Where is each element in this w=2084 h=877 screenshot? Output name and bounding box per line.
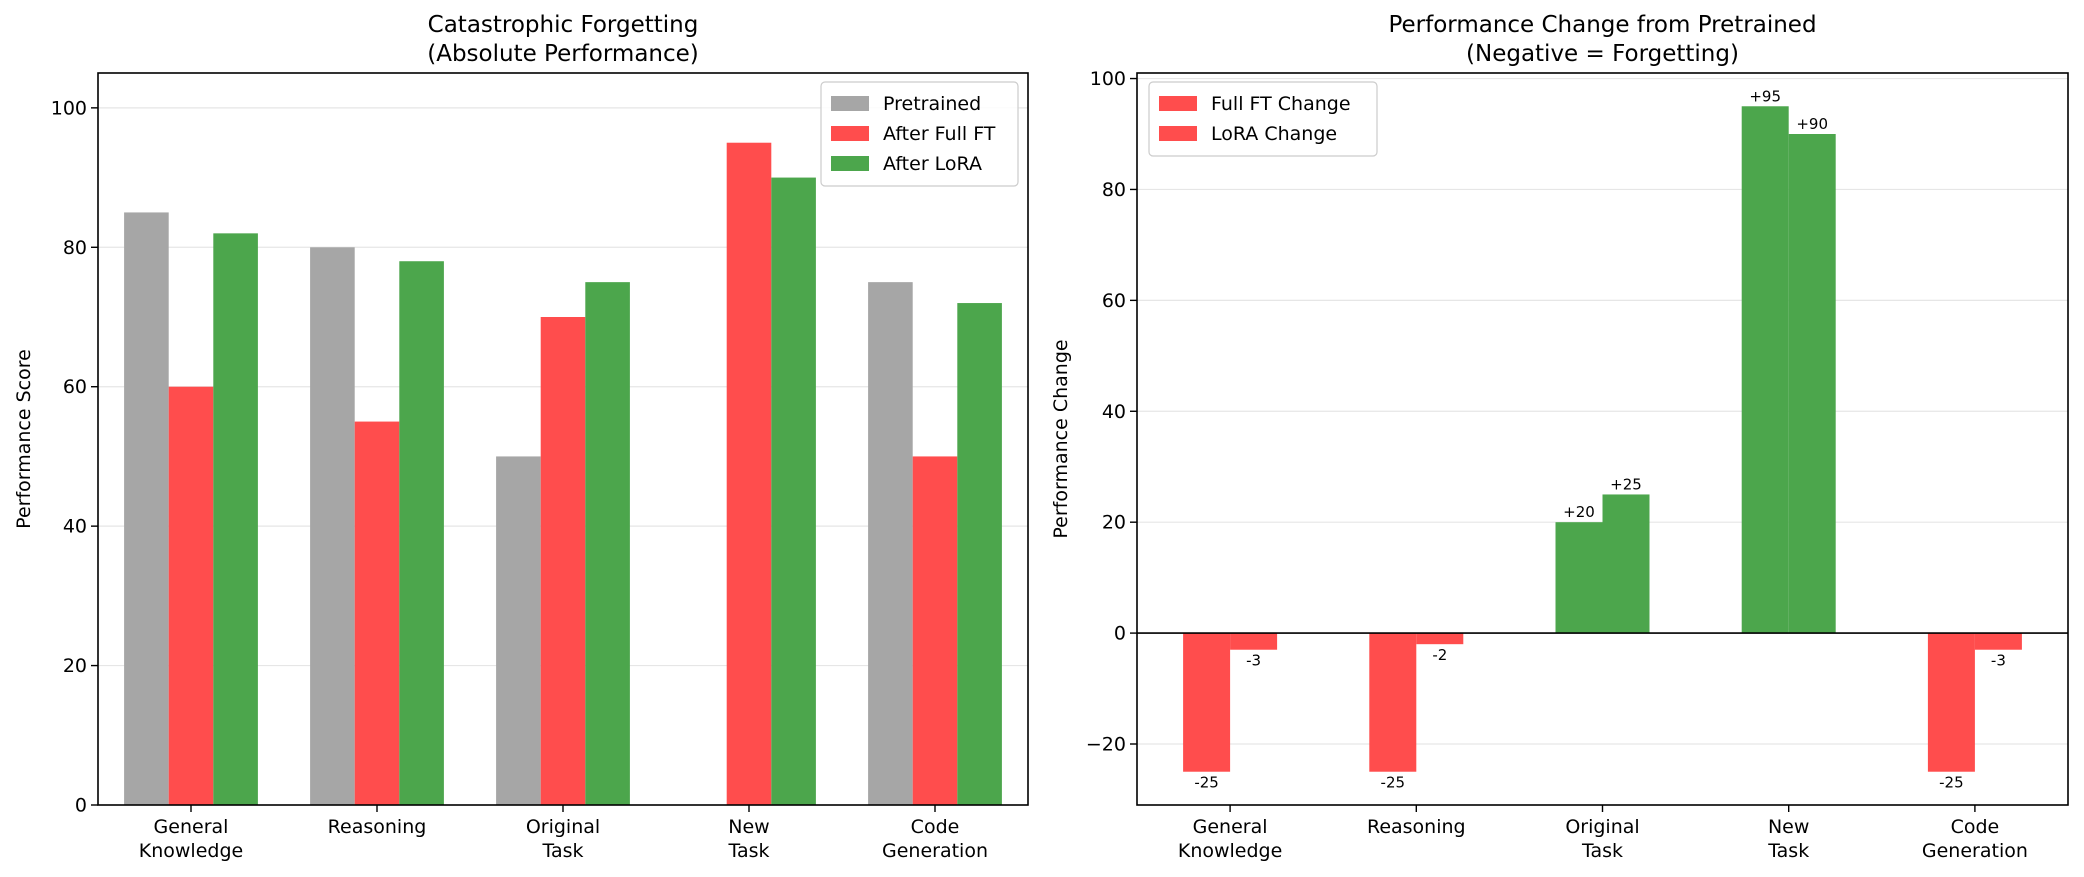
y-tick-label: 0 [75,795,87,817]
bar [1416,633,1464,645]
y-axis-label: Performance Score [13,349,35,529]
legend-label: LoRA Change [1211,123,1337,145]
chart-title: Performance Change from Pretrained (Negat… [1388,12,1816,67]
chart-title: Catastrophic Forgetting (Absolute Perform… [427,12,699,67]
data-label: -3 [1991,652,2006,670]
bar [1369,633,1417,772]
bar [957,303,1002,805]
data-label: -25 [1194,774,1219,792]
y-tick-label: 20 [63,655,87,677]
legend-swatch [1159,96,1197,111]
legend-label: Pretrained [883,93,981,115]
bar [1927,633,1975,772]
legend-label: After Full FT [883,123,996,145]
legend-swatch [1159,126,1197,141]
legend-label: Full FT Change [1211,93,1351,115]
y-tick-label: 60 [63,376,87,398]
bar [310,247,355,806]
data-label: -2 [1432,646,1447,664]
x-tick-label: Original Task [526,816,600,862]
y-tick-label: 0 [1114,623,1126,645]
bar [213,233,258,806]
bar [1230,633,1278,650]
y-tick-label: −20 [1086,734,1126,756]
x-tick-label: Reasoning [328,816,427,838]
data-label: -25 [1939,774,1964,792]
y-tick-label: 40 [63,516,87,538]
bar [1788,134,1836,634]
data-label: -25 [1381,774,1406,792]
data-label: +95 [1749,87,1781,105]
bar [1974,633,2022,650]
x-tick-label: Code Generation [1922,816,2028,862]
bar [868,282,913,806]
x-tick-label: New Task [727,816,769,862]
y-tick-label: 80 [1102,179,1126,201]
legend-label: After LoRA [883,153,982,175]
bar [1602,494,1650,634]
bar [912,456,958,805]
bar [1741,106,1789,634]
legend-swatch [831,96,869,111]
bar [124,212,169,805]
bar [585,282,630,806]
y-tick-label: 40 [1102,401,1126,423]
data-label: -3 [1246,652,1261,670]
bar [496,456,541,805]
y-tick-label: 80 [63,237,87,259]
x-tick-label: New Task [1767,816,1809,862]
x-tick-label: General Knowledge [139,816,243,862]
legend-box [820,81,1019,187]
x-tick-label: Original Task [1565,816,1639,862]
chart-performance-change: -25 -25 +20 +95 -25 -3 -2 +25 +90 -3 −20 0 20 40 60 80 1… [1050,12,2069,862]
y-axis-label: Performance Change [1050,339,1072,538]
bar [540,317,586,805]
y-tick-label: 100 [1090,68,1126,90]
y-tick-label: 60 [1102,290,1126,312]
bar [399,261,444,805]
x-tick-label: General Knowledge [1178,816,1282,862]
y-tick-label: 100 [51,97,87,119]
bar [726,142,772,805]
data-label: +90 [1796,115,1828,133]
legend-swatch [831,156,869,171]
bar [1183,633,1231,772]
bar [771,177,816,806]
legend-box [1148,81,1378,157]
data-label: +25 [1610,475,1642,493]
data-label: +20 [1563,503,1595,521]
chart-absolute-performance: 0 20 40 60 80 100 General Knowledge Reasoning Ori… [13,12,1029,862]
bar [1555,522,1603,634]
legend-swatch [831,126,869,141]
x-tick-label: Code Generation [882,816,988,862]
bar [354,421,400,805]
x-tick-label: Reasoning [1367,816,1466,838]
bar [168,386,214,805]
y-tick-label: 20 [1102,512,1126,534]
